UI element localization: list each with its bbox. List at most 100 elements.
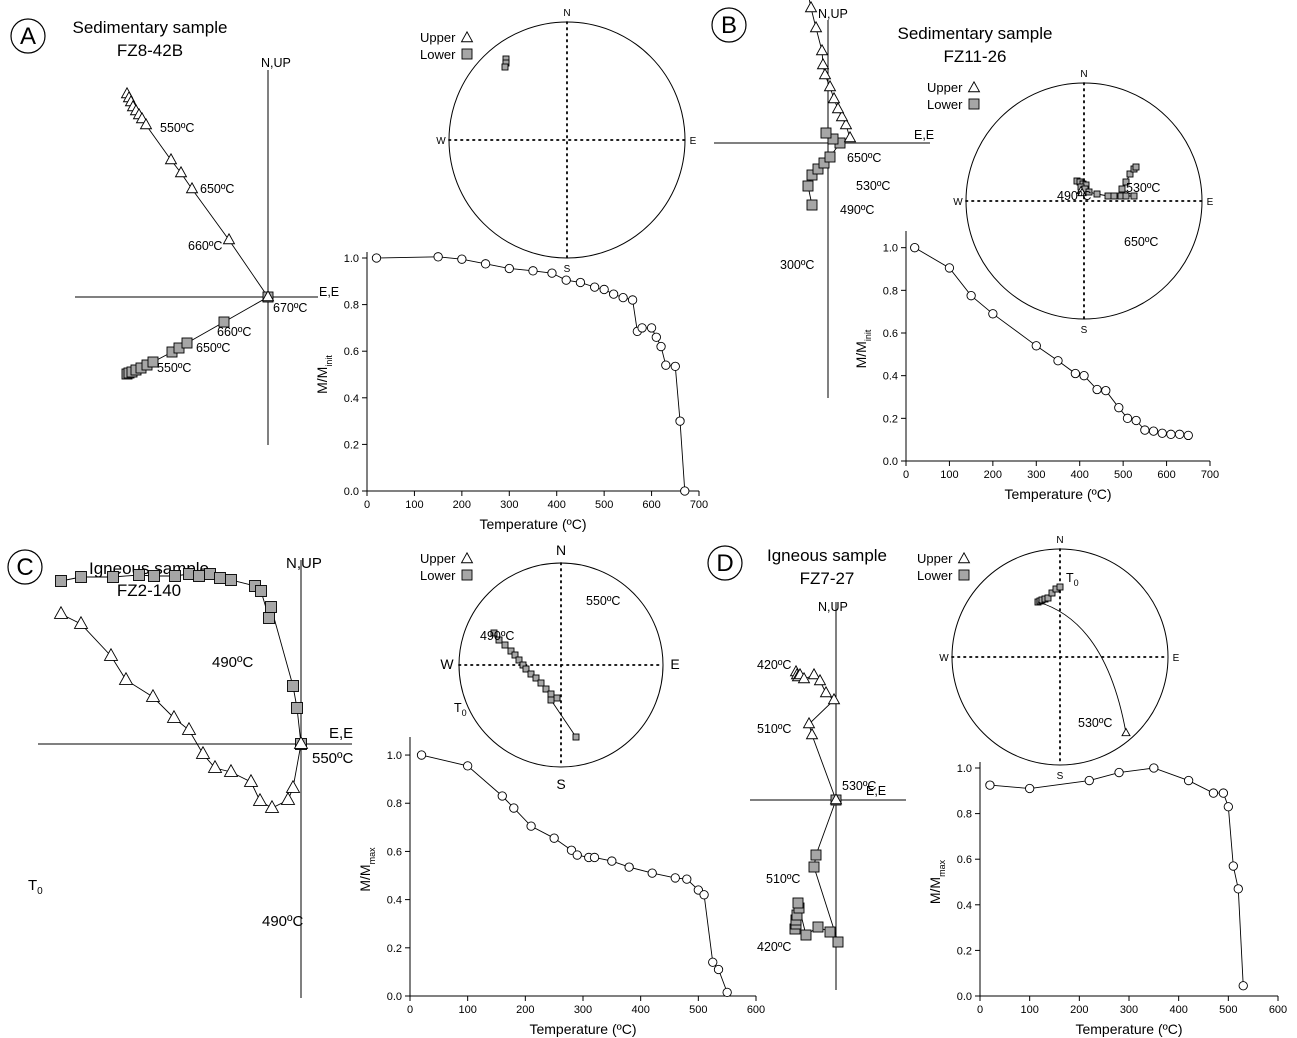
lower-square-marker: [800, 929, 812, 941]
demag-x-tick-label: 200: [516, 1004, 534, 1016]
upper-triangle-marker: [805, 727, 819, 740]
demag-data-point: [433, 252, 443, 262]
demag-data-point: [651, 332, 661, 342]
demag-data-point: [682, 874, 692, 884]
zijderveld-temperature-label: 650ºC: [196, 341, 230, 355]
upper-triangle-marker: [53, 605, 69, 619]
demag-data-point: [624, 862, 634, 872]
upper-triangle-marker: [819, 685, 833, 698]
demag-x-tick-label: 0: [903, 469, 909, 481]
zijderveld-temperature-label: 650ºC: [847, 151, 881, 165]
demag-data-point: [910, 243, 920, 253]
upper-triangle-marker: [181, 721, 197, 735]
upper-triangle-marker: [261, 289, 275, 302]
demag-data-point: [647, 868, 657, 878]
panel-subtitle: FZ11-26: [944, 47, 1007, 66]
demag-data-point: [575, 277, 586, 288]
upper-triangle-marker: [807, 667, 821, 680]
upper-triangle-marker: [815, 43, 829, 56]
demag-y-tick-label: 0.4: [387, 895, 402, 907]
y-label-sub: max: [367, 847, 377, 865]
lower-square-marker: [55, 575, 67, 587]
stereonet-west-label: W: [440, 656, 454, 672]
demag-y-tick-label: 0.6: [957, 854, 972, 866]
zijderveld-temperature-label: 550ºC: [157, 361, 191, 375]
zijderveld-diagram: N,UP E,E 550ºC 650ºC 660ºC 670ºC 660ºC 650ºC 550…: [75, 56, 339, 445]
lower-square-marker: [263, 612, 275, 624]
demag-data-point: [371, 253, 382, 263]
upper-triangle-marker: [264, 799, 280, 813]
demag-data-point: [670, 873, 680, 883]
upper-triangle-marker: [804, 0, 818, 13]
demag-data-point: [457, 254, 467, 264]
demag-y-tick-label: 1.0: [387, 750, 402, 762]
demag-x-tick-label: 500: [595, 499, 613, 511]
stereonet-west-label: W: [953, 197, 963, 208]
demag-curve: 0 100 200 300 400 500 600 700 0.0 0.2 0.4 0.6 0.8 1.0…: [853, 231, 1219, 502]
stereonet-north-label: N: [556, 542, 566, 558]
legend-lower-label: Lower: [420, 568, 456, 583]
stereonet-temperature-label: 650ºC: [1124, 235, 1158, 249]
panel-c: C Igneous sampleFZ2-140N,UPE,E490ºC550ºC4…: [7, 542, 765, 1037]
demag-data-point: [463, 761, 473, 771]
demag-y-axis-label: M/Mmax: [357, 847, 377, 892]
demag-data-point: [1157, 428, 1167, 438]
lower-square-marker: [532, 674, 540, 682]
demag-data-point: [1149, 763, 1159, 773]
demag-data-point: [646, 323, 657, 333]
demag-y-tick-label: 0.8: [387, 798, 402, 810]
stereonet-legend: Upper Lower: [927, 80, 981, 112]
lower-square-marker: [169, 570, 181, 582]
lower-square-marker: [495, 636, 503, 644]
zijderveld-vertical-axis-label: N,UP: [261, 56, 291, 70]
demag-data-point: [1183, 775, 1194, 786]
lower-square-marker: [824, 151, 836, 163]
t0-subscript: 0: [37, 886, 43, 897]
lower-square-marker: [1118, 185, 1126, 193]
demag-data-point: [988, 309, 998, 319]
demag-data-point: [1031, 341, 1041, 351]
upper-triangle-marker: [145, 688, 161, 702]
upper-triangle-marker: [164, 152, 178, 165]
upper-triangle-marker: [185, 181, 199, 194]
demag-data-point: [656, 341, 666, 352]
upper-triangle-marker: [166, 709, 182, 723]
demag-y-tick-label: 0.2: [883, 413, 898, 425]
demag-x-tick-label: 0: [364, 499, 370, 511]
lower-square-marker: [461, 48, 473, 60]
lower-square-marker: [1126, 170, 1134, 178]
lower-square-marker: [537, 679, 545, 687]
demag-data-point: [1092, 384, 1102, 395]
stereonet-north-label: N: [1080, 69, 1087, 80]
demag-series-line: [989, 767, 1244, 986]
zijderveld-diagram: N,UP E,E 490ºC 550ºC 490ºC T0: [28, 555, 354, 998]
demag-curve: 0 100 200 300 400 500 600 700 0.0 0.2 0.4 0.6 0.8 1.0…: [314, 252, 708, 532]
lower-square-marker: [806, 199, 818, 211]
demag-y-tick-label: 0.2: [957, 945, 972, 957]
demag-data-point: [713, 964, 724, 975]
lower-square-marker: [527, 670, 535, 678]
zijderveld-temperature-label: 510ºC: [757, 722, 791, 736]
zijderveld-temperature-label: 650ºC: [200, 182, 234, 196]
demag-y-tick-label: 0.0: [883, 456, 898, 468]
demag-data-point: [722, 987, 732, 998]
upper-triangle-marker: [118, 671, 134, 685]
demag-data-point: [1053, 356, 1063, 366]
lower-square-marker: [547, 690, 555, 698]
stereonet-west-label: W: [939, 653, 949, 664]
demag-x-tick-label: 400: [548, 499, 566, 511]
demag-y-tick-label: 0.8: [344, 300, 359, 312]
y-label-main: M/M: [853, 341, 869, 368]
zijderveld-horizontal-axis-label: E,E: [329, 725, 353, 742]
upper-triangle-marker: [829, 792, 843, 805]
zijderveld-temperature-label: 490ºC: [840, 203, 874, 217]
demag-x-tick-label: 100: [405, 499, 423, 511]
upper-triangle-marker: [839, 117, 853, 130]
lower-square-marker: [515, 656, 523, 664]
lower-square-marker: [547, 696, 555, 704]
stereonet-t0-label: T0: [454, 701, 467, 718]
zijderveld-temperature-label: 550ºC: [160, 121, 194, 135]
demag-x-tick-label: 300: [500, 499, 518, 511]
demag-data-point: [561, 275, 571, 285]
lower-square-marker: [1048, 589, 1056, 597]
